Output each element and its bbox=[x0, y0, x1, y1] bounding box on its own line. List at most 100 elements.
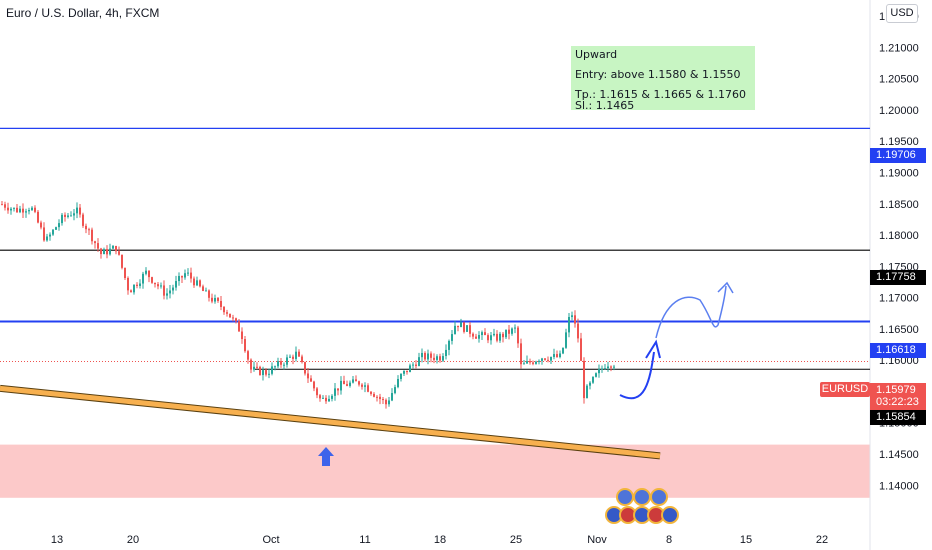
candle-body bbox=[604, 368, 606, 370]
candle-body bbox=[292, 356, 294, 359]
candle-body bbox=[67, 215, 69, 217]
candle-body bbox=[28, 210, 30, 212]
up-arrow-marker bbox=[318, 447, 334, 466]
candle-body bbox=[586, 385, 588, 399]
candle-body bbox=[469, 325, 471, 334]
candle-body bbox=[70, 215, 72, 217]
candle-body bbox=[511, 328, 513, 334]
candle-body bbox=[505, 329, 507, 338]
candle-body bbox=[244, 339, 246, 352]
candle-body bbox=[214, 297, 216, 302]
candle-body bbox=[334, 388, 336, 396]
candle-body bbox=[394, 387, 396, 394]
candle-body bbox=[556, 354, 558, 358]
candle-body bbox=[313, 381, 315, 389]
candle-body bbox=[553, 354, 555, 357]
candle-body bbox=[145, 270, 147, 274]
candle-body bbox=[64, 214, 66, 217]
candle-body bbox=[592, 376, 594, 383]
x-tick-label: 25 bbox=[510, 534, 522, 546]
candle-body bbox=[523, 363, 525, 365]
candle-body bbox=[79, 207, 81, 215]
candle-body bbox=[148, 270, 150, 278]
event-flag-icon[interactable] bbox=[661, 506, 679, 524]
candle-body bbox=[166, 293, 168, 296]
candle-body bbox=[583, 360, 585, 399]
candle-body bbox=[481, 332, 483, 336]
x-tick-label: 11 bbox=[359, 534, 370, 546]
candle-body bbox=[436, 356, 438, 360]
candle-body bbox=[58, 223, 60, 228]
projection-path[interactable] bbox=[655, 285, 727, 339]
x-tick-label: 15 bbox=[740, 534, 752, 546]
event-flag-icon[interactable] bbox=[650, 488, 668, 506]
event-flag-icon[interactable] bbox=[616, 488, 634, 506]
level-badge-3: 1.16618 bbox=[870, 343, 926, 358]
candle-body bbox=[535, 361, 537, 364]
candle-body bbox=[286, 357, 288, 365]
x-tick-label: 13 bbox=[51, 534, 63, 546]
candle-body bbox=[133, 284, 135, 293]
candle-body bbox=[427, 353, 429, 360]
candle-body bbox=[31, 207, 33, 211]
candle-body bbox=[271, 366, 273, 374]
candle-body bbox=[238, 321, 240, 332]
candle-body bbox=[490, 335, 492, 341]
candle-body bbox=[241, 331, 243, 340]
candle-body bbox=[310, 378, 312, 382]
candle-body bbox=[355, 379, 357, 382]
candle-body bbox=[112, 245, 114, 249]
candle-body bbox=[121, 254, 123, 268]
currency-button[interactable]: USD bbox=[886, 4, 918, 23]
y-tick-label: 1.20000 bbox=[879, 105, 919, 117]
candle-body bbox=[169, 290, 171, 294]
current-price-badge: 1.15979 bbox=[870, 383, 926, 398]
note-entry: Entry: above 1.1580 & 1.1550 bbox=[575, 68, 741, 81]
candle-body bbox=[346, 384, 348, 386]
candle-body bbox=[4, 204, 6, 208]
candle-body bbox=[538, 360, 540, 362]
candle-body bbox=[460, 322, 462, 328]
candle-body bbox=[106, 249, 108, 255]
candle-body bbox=[472, 333, 474, 337]
candle-body bbox=[172, 287, 174, 291]
trendline[interactable] bbox=[0, 385, 661, 459]
candle-body bbox=[142, 273, 144, 284]
candle-body bbox=[16, 207, 18, 213]
y-tick-label: 1.17000 bbox=[879, 293, 919, 305]
candle-body bbox=[10, 208, 12, 211]
candle-body bbox=[199, 280, 201, 287]
candle-body bbox=[565, 332, 567, 348]
candle-body bbox=[379, 396, 381, 400]
candle-body bbox=[268, 373, 270, 375]
candle-body bbox=[496, 333, 498, 341]
trade-idea-note[interactable]: Upward Entry: above 1.1580 & 1.1550 Tp.:… bbox=[571, 46, 755, 112]
projection-arrow[interactable] bbox=[619, 351, 655, 400]
level-badge-4: 1.15854 bbox=[870, 410, 926, 425]
event-flag-icon[interactable] bbox=[633, 488, 651, 506]
candle-body bbox=[361, 384, 363, 387]
candle-body bbox=[154, 282, 156, 285]
candle-body bbox=[232, 317, 234, 319]
candle-body bbox=[484, 332, 486, 336]
candle-body bbox=[82, 214, 84, 226]
candle-body bbox=[574, 315, 576, 324]
candle-body bbox=[613, 366, 615, 368]
candle-body bbox=[22, 208, 24, 213]
candle-body bbox=[358, 381, 360, 385]
candle-body bbox=[307, 373, 309, 379]
x-tick-label: 20 bbox=[127, 534, 139, 546]
candle-body bbox=[208, 290, 210, 298]
candle-body bbox=[433, 357, 435, 360]
candle-body bbox=[85, 225, 87, 230]
candle-body bbox=[322, 397, 324, 399]
candle-body bbox=[598, 369, 600, 374]
candle-body bbox=[316, 388, 318, 396]
candle-body bbox=[34, 207, 36, 212]
candle-body bbox=[400, 373, 402, 379]
candle-body bbox=[235, 318, 237, 322]
countdown-badge: 03:22:23 bbox=[870, 395, 926, 410]
candle-body bbox=[160, 285, 162, 287]
